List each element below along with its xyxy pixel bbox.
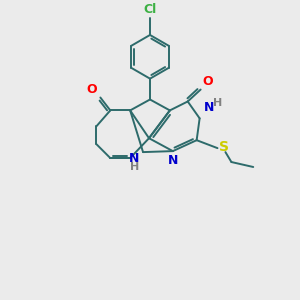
Text: N: N <box>129 152 139 165</box>
Text: Cl: Cl <box>143 3 157 16</box>
Text: O: O <box>87 82 98 95</box>
Text: O: O <box>202 75 213 88</box>
Text: H: H <box>212 98 222 108</box>
Text: H: H <box>130 162 139 172</box>
Text: N: N <box>204 101 214 114</box>
Text: N: N <box>168 154 178 167</box>
Text: S: S <box>220 140 230 154</box>
